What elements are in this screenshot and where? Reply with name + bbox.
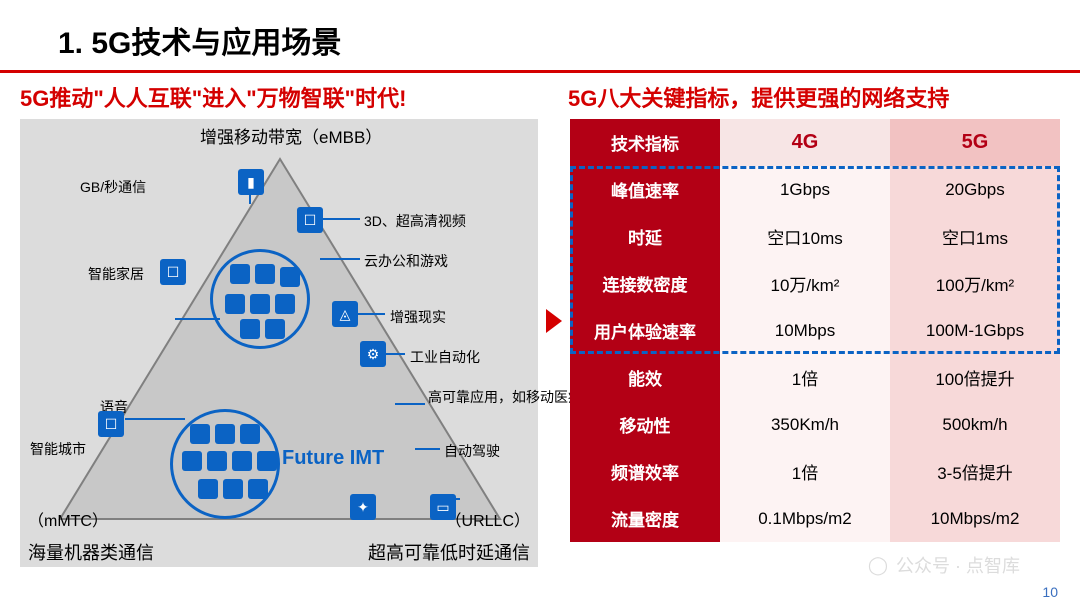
mass-comm-label: 海量机器类通信 — [28, 539, 154, 565]
mini-icon-7 — [240, 319, 260, 339]
cell-ind: 流量密度 — [570, 495, 720, 542]
future-imt-label: Future IMT — [282, 447, 384, 470]
watermark: ◯ 公众号 · 点智库 — [868, 552, 1020, 578]
subhead-right: 5G八大关键指标，提供更强的网络支持 — [560, 81, 1060, 113]
mini-c4 — [182, 451, 202, 471]
label-medical: 高可靠应用，如移动医疗 — [428, 387, 582, 407]
mini-c5 — [207, 451, 227, 471]
mini-icon-1 — [230, 264, 250, 284]
mini-icon-2 — [255, 264, 275, 284]
ar-icon: ◬ — [332, 301, 358, 327]
th-indicator: 技术指标 — [570, 119, 720, 166]
cell-ind: 频谱效率 — [570, 448, 720, 495]
mini-icon-3 — [280, 267, 300, 287]
label-3d: 3D、超高清视频 — [364, 211, 466, 231]
city-icon: ☐ — [98, 411, 124, 437]
watermark-text: 公众号 · 点智库 — [896, 552, 1020, 578]
table-row: 流量密度 0.1Mbps/m2 10Mbps/m2 — [570, 495, 1060, 542]
divider — [0, 70, 1080, 73]
table-row: 时延 空口10ms 空口1ms — [570, 213, 1060, 260]
mini-c9 — [223, 479, 243, 499]
cell-ind: 能效 — [570, 354, 720, 401]
subhead-row: 5G推动"人人互联"进入"万物智联"时代! 5G八大关键指标，提供更强的网络支持 — [0, 81, 1080, 119]
cell-4g: 10Mbps — [720, 307, 890, 354]
mmtc-label: （mMTC） — [28, 507, 108, 531]
th-5g: 5G — [890, 119, 1060, 166]
embb-label: 增强移动带宽（eMBB） — [200, 123, 382, 148]
mini-c7 — [257, 451, 277, 471]
comparison-table: 技术指标 4G 5G 峰值速率 1Gbps 20Gbps 时延 空口10ms 空… — [570, 119, 1060, 542]
label-ar: 增强现实 — [390, 307, 446, 327]
label-smartcity: 智能城市 — [30, 439, 86, 459]
mini-c10 — [248, 479, 268, 499]
table-row: 峰值速率 1Gbps 20Gbps — [570, 166, 1060, 213]
cell-ind: 峰值速率 — [570, 166, 720, 213]
label-industry: 工业自动化 — [410, 347, 480, 367]
mini-c2 — [215, 424, 235, 444]
content-row: 增强移动带宽（eMBB） GB/秒通信 ▮ 智能家居 ☐ 语音 智能城市 ☐ F… — [0, 119, 1080, 567]
table-row: 用户体验速率 10Mbps 100M-1Gbps — [570, 307, 1060, 354]
router-icon: ☐ — [160, 259, 186, 285]
cylinder-icon: ▮ — [238, 169, 264, 195]
table-row: 连接数密度 10万/km² 100万/km² — [570, 260, 1060, 307]
table-row: 移动性 350Km/h 500km/h — [570, 401, 1060, 448]
cell-5g: 3-5倍提升 — [890, 448, 1060, 495]
vr-icon: ☐ — [297, 207, 323, 233]
cell-5g: 100M-1Gbps — [890, 307, 1060, 354]
th-4g: 4G — [720, 119, 890, 166]
cell-4g: 空口10ms — [720, 213, 890, 260]
mini-c1 — [190, 424, 210, 444]
target-icon: ✦ — [350, 494, 376, 520]
cell-ind: 用户体验速率 — [570, 307, 720, 354]
factory-icon: ⚙ — [360, 341, 386, 367]
label-smarthome: 智能家居 — [88, 264, 144, 284]
cell-4g: 10万/km² — [720, 260, 890, 307]
mini-c6 — [232, 451, 252, 471]
triangle-diagram: 增强移动带宽（eMBB） GB/秒通信 ▮ 智能家居 ☐ 语音 智能城市 ☐ F… — [20, 119, 538, 567]
label-cloud: 云办公和游戏 — [364, 251, 448, 271]
cell-5g: 20Gbps — [890, 166, 1060, 213]
cell-5g: 500km/h — [890, 401, 1060, 448]
cell-4g: 1倍 — [720, 448, 890, 495]
mini-icon-8 — [265, 319, 285, 339]
mini-icon-4 — [225, 294, 245, 314]
mini-icon-6 — [275, 294, 295, 314]
table: 技术指标 4G 5G 峰值速率 1Gbps 20Gbps 时延 空口10ms 空… — [570, 119, 1060, 542]
table-row: 频谱效率 1倍 3-5倍提升 — [570, 448, 1060, 495]
cell-ind: 连接数密度 — [570, 260, 720, 307]
cell-4g: 1倍 — [720, 354, 890, 401]
cell-5g: 10Mbps/m2 — [890, 495, 1060, 542]
wechat-icon: ◯ — [868, 555, 888, 576]
urllc-label: （URLLC） — [446, 507, 530, 531]
cell-ind: 移动性 — [570, 401, 720, 448]
cell-ind: 时延 — [570, 213, 720, 260]
table-header-row: 技术指标 4G 5G — [570, 119, 1060, 166]
arrow-icon — [546, 119, 562, 333]
mini-c3 — [240, 424, 260, 444]
cell-4g: 1Gbps — [720, 166, 890, 213]
label-autodrive: 自动驾驶 — [444, 441, 500, 461]
table-row: 能效 1倍 100倍提升 — [570, 354, 1060, 401]
label-gb: GB/秒通信 — [80, 177, 146, 197]
cell-5g: 100万/km² — [890, 260, 1060, 307]
cell-4g: 350Km/h — [720, 401, 890, 448]
mini-c8 — [198, 479, 218, 499]
mini-icon-5 — [250, 294, 270, 314]
page-number: 10 — [1042, 584, 1058, 600]
subhead-left: 5G推动"人人互联"进入"万物智联"时代! — [20, 81, 560, 113]
reliable-comm-label: 超高可靠低时延通信 — [368, 539, 530, 565]
page-title: 1. 5G技术与应用场景 — [0, 0, 1080, 70]
cell-5g: 空口1ms — [890, 213, 1060, 260]
cell-5g: 100倍提升 — [890, 354, 1060, 401]
cell-4g: 0.1Mbps/m2 — [720, 495, 890, 542]
